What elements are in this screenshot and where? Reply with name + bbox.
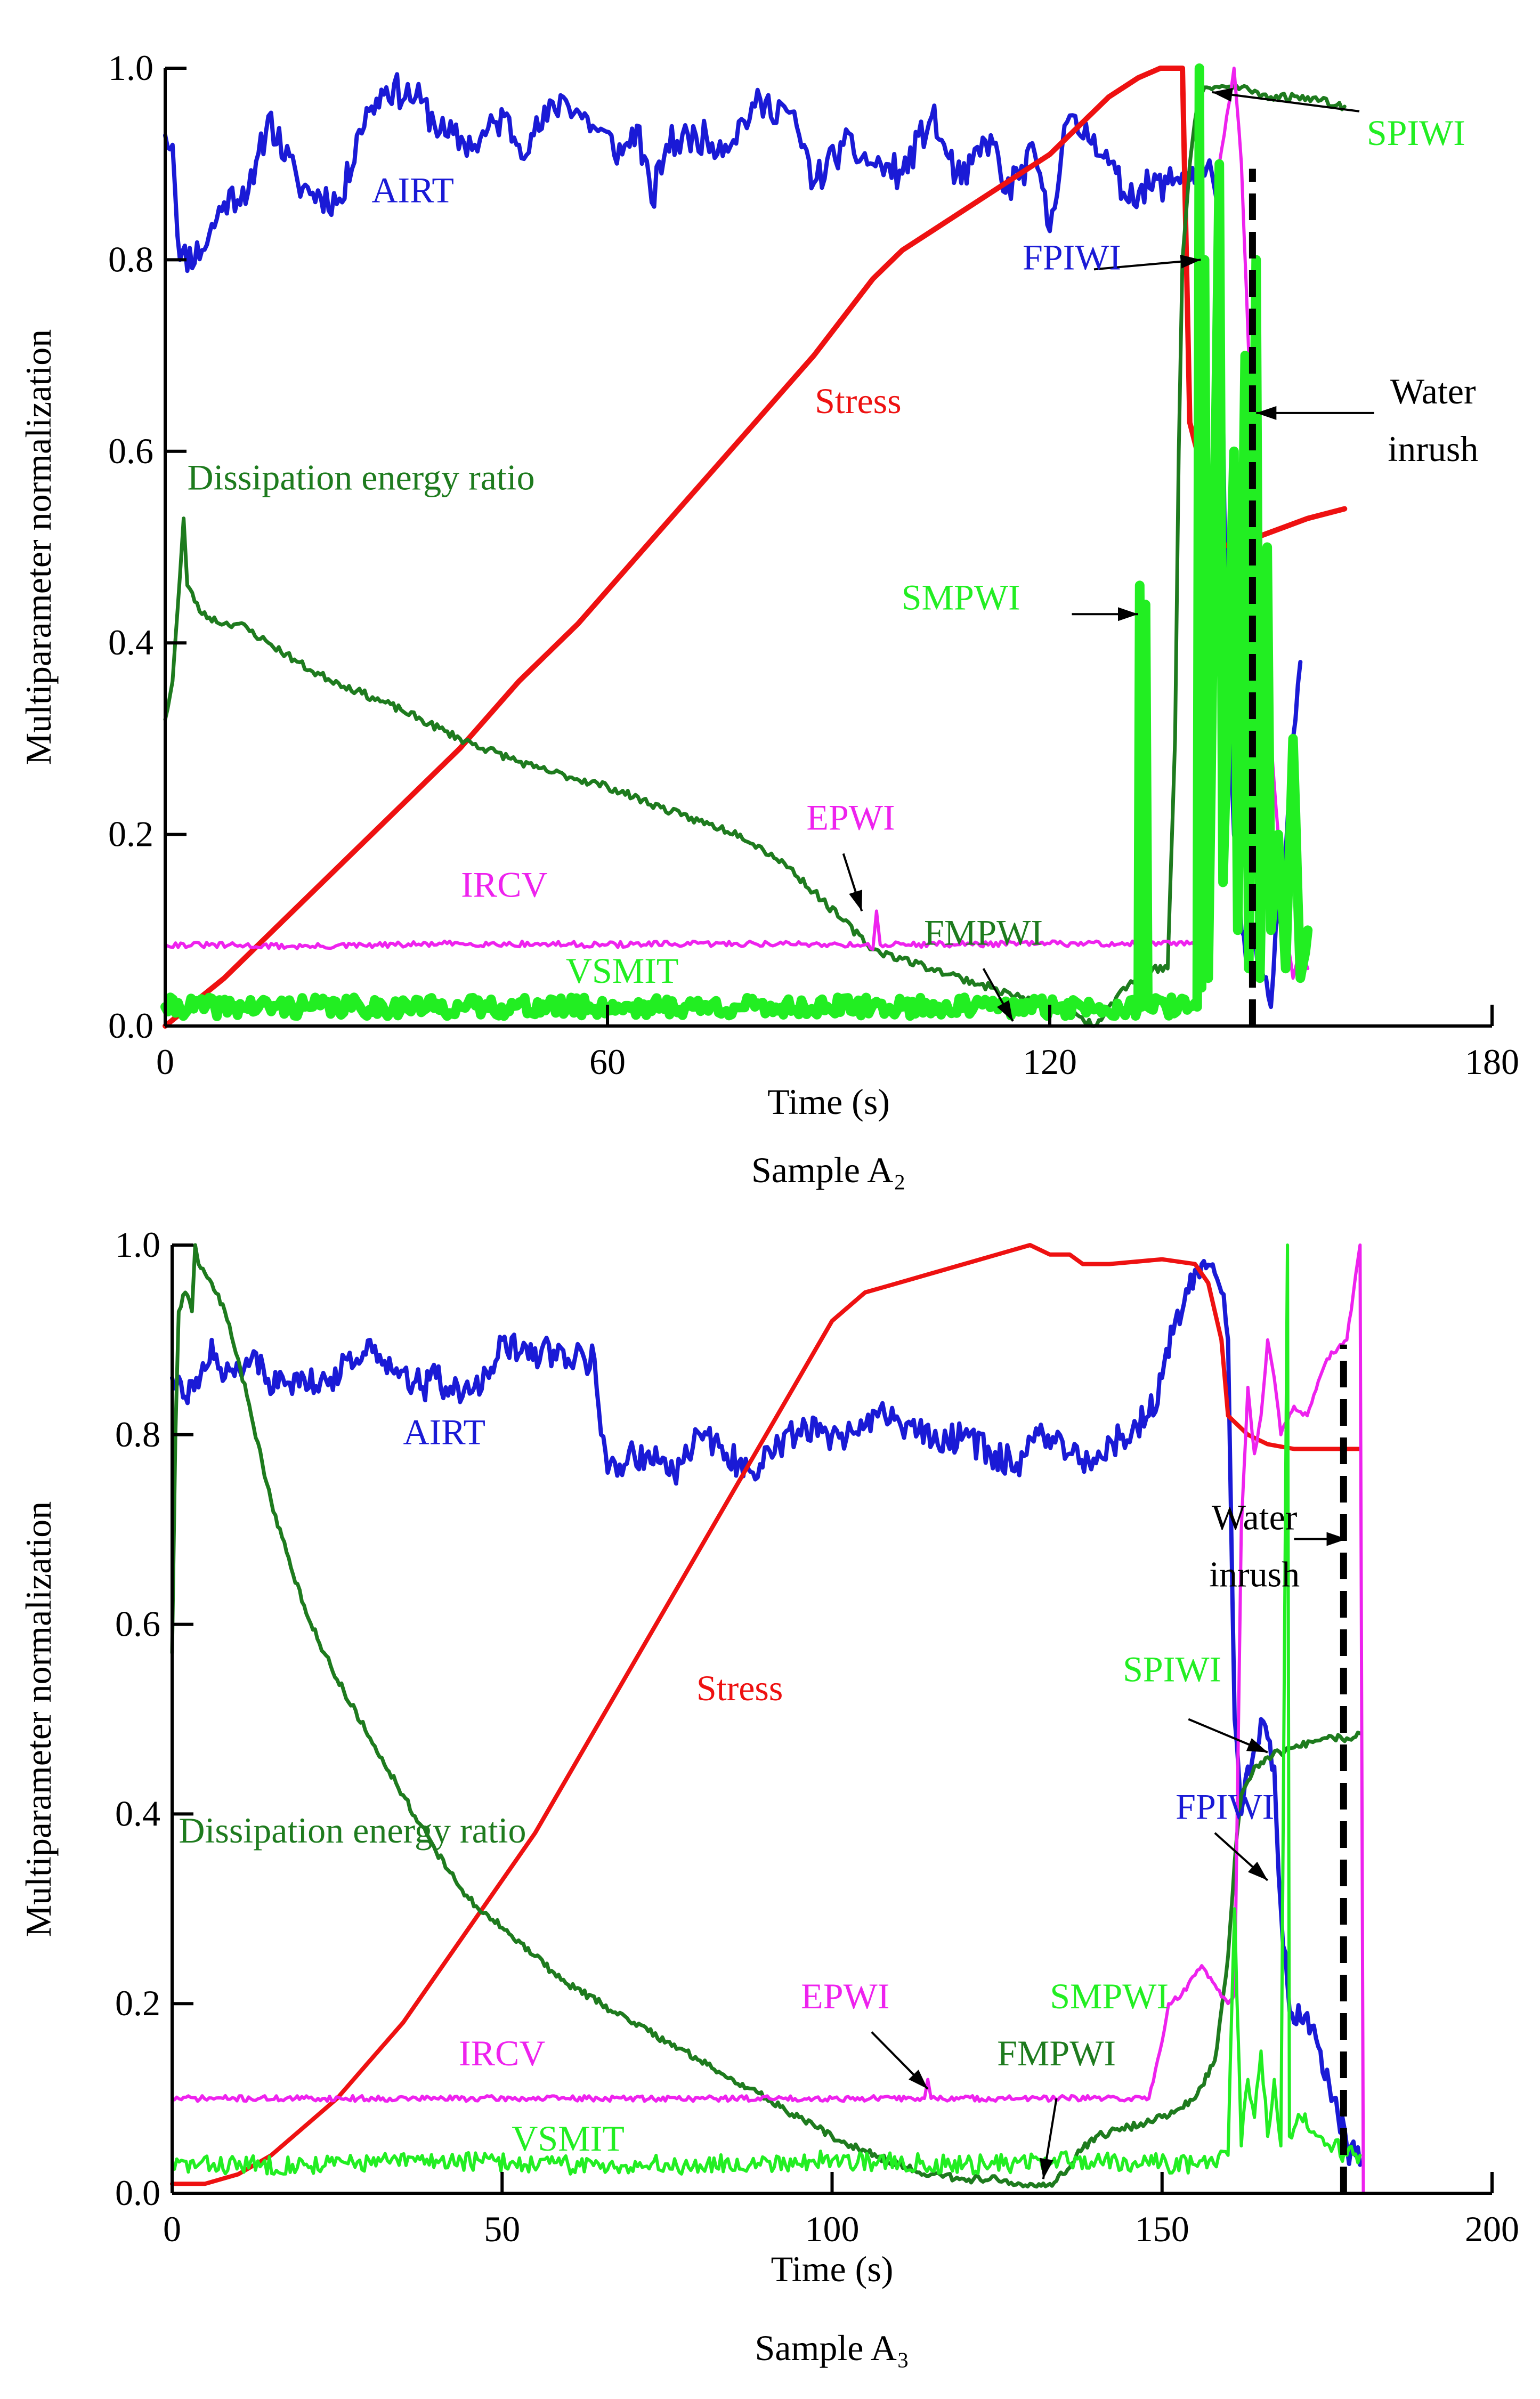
series-line-stress <box>170 1243 1363 2186</box>
y-tick-label: 0.2 <box>108 814 153 854</box>
y-tick-label: 0.2 <box>115 1983 160 2023</box>
annotation-label: EPWI <box>801 1976 889 2016</box>
series-line-dissipation-energy-ratio <box>170 1243 1362 2189</box>
series-line-vsmit <box>160 63 1313 1021</box>
annotation-label: FPIWI <box>1176 1786 1274 1827</box>
annotation-arrowhead <box>1326 1532 1347 1546</box>
annotation-label: FMPWI <box>924 912 1043 952</box>
panel-caption: Sample A₃ <box>755 2328 909 2368</box>
annotation-arrowhead <box>996 1000 1013 1022</box>
series-line-vsmit <box>171 1243 1362 2176</box>
series-line-airt <box>163 72 1303 1009</box>
annotation-label: Stress <box>815 381 901 421</box>
annotation-label: VSMIT <box>566 950 679 991</box>
annotation-arrowhead <box>849 890 863 911</box>
annotation-label: SMPWI <box>1050 1976 1169 2016</box>
annotation-arrowhead <box>1246 1738 1268 1752</box>
annotation-label: VSMIT <box>512 2118 625 2159</box>
x-tick-label: 180 <box>1465 1041 1519 1082</box>
annotation-label: inrush <box>1209 1554 1300 1594</box>
series-line-stress <box>163 66 1348 1029</box>
annotation-arrowhead <box>1247 1861 1268 1880</box>
annotation-label: Water <box>1390 371 1476 411</box>
annotation-label: SPIWI <box>1367 112 1465 153</box>
x-tick-label: 200 <box>1465 2209 1519 2249</box>
x-tick-label: 100 <box>805 2209 860 2249</box>
annotation-arrow <box>1212 91 1360 112</box>
x-axis-label: Time (s) <box>767 1081 890 1122</box>
panel-caption: Sample A₂ <box>751 1150 906 1190</box>
annotation-arrowhead <box>1118 607 1138 621</box>
annotation-label: Water <box>1212 1497 1298 1538</box>
annotation-label: FMPWI <box>997 2033 1116 2073</box>
y-tick-label: 0.6 <box>115 1604 160 1644</box>
annotation-label: Dissipation energy ratio <box>179 1810 526 1851</box>
y-tick-label: 0.0 <box>108 1005 153 1046</box>
annotation-arrowhead <box>1212 87 1233 102</box>
x-tick-label: 0 <box>163 2209 181 2249</box>
x-axis-label: Time (s) <box>771 2249 894 2289</box>
annotation-label: IRCV <box>459 2033 545 2073</box>
annotation-label: EPWI <box>806 797 895 838</box>
y-tick-label: 1.0 <box>108 47 153 88</box>
annotation-arrowhead <box>909 2070 928 2089</box>
y-axis-label: Multiparameter normalization <box>18 329 59 765</box>
annotation-label: SPIWI <box>1123 1649 1221 1689</box>
annotation-label: IRCV <box>461 864 547 904</box>
annotation-label: SMPWI <box>902 577 1020 617</box>
x-tick-label: 150 <box>1135 2209 1189 2249</box>
y-tick-label: 0.4 <box>115 1793 160 1833</box>
y-tick-label: 0.6 <box>108 431 153 471</box>
annotation-label: AIRT <box>403 1412 485 1452</box>
series-line-dissipation-energy-ratio <box>163 84 1347 1028</box>
x-tick-label: 0 <box>156 1041 174 1082</box>
annotation-arrowhead <box>1040 2158 1053 2179</box>
series-line-ircv <box>164 67 1310 980</box>
y-tick-label: 0.0 <box>115 2172 160 2213</box>
panel-1: 0.0 0.2 0.4 0.6 0.8 1.0 0 60 120 180 Time (s) Multi… <box>18 47 1519 1190</box>
annotation-arrowhead <box>1256 406 1277 420</box>
series-line-ircv <box>171 1243 1365 2195</box>
annotation-label: AIRT <box>371 170 454 211</box>
x-tick-label: 50 <box>484 2209 520 2249</box>
annotation-label: FPIWI <box>1023 237 1121 277</box>
x-tick-label: 120 <box>1023 1041 1077 1082</box>
annotation-label: Stress <box>696 1668 783 1708</box>
x-tick-label: 60 <box>589 1041 626 1082</box>
y-tick-label: 0.8 <box>108 239 153 279</box>
annotation-label: inrush <box>1388 429 1478 469</box>
annotation-arrowhead <box>1180 254 1201 269</box>
y-tick-label: 1.0 <box>115 1224 160 1265</box>
annotation-label: Dissipation energy ratio <box>188 457 535 498</box>
series-line-airt <box>170 1259 1363 2167</box>
y-axis-label: Multiparameter normalization <box>18 1501 59 1937</box>
panel-2: 0.0 0.2 0.4 0.6 0.8 1.0 0 50 100 150 200 Time (s) Mu… <box>18 1224 1519 2368</box>
y-tick-label: 0.4 <box>108 622 153 663</box>
y-tick-label: 0.8 <box>115 1414 160 1455</box>
